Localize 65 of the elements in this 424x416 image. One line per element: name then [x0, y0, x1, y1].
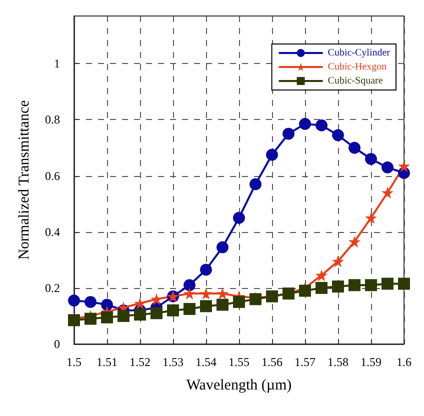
- point: [316, 269, 328, 282]
- point: [233, 296, 245, 308]
- y-tick-label: 0: [54, 337, 60, 351]
- point: [101, 298, 113, 311]
- point: [200, 288, 212, 300]
- point: [134, 297, 146, 310]
- point: [398, 278, 410, 290]
- point: [332, 280, 344, 293]
- x-tick-label: 1.59: [360, 355, 382, 369]
- point: [282, 128, 294, 140]
- point: [365, 152, 377, 165]
- x-tick-label: 1.52: [130, 355, 150, 369]
- point: [184, 302, 196, 315]
- point: [299, 284, 311, 297]
- y-tick-label: 0.8: [45, 112, 60, 127]
- y-axis-title: Normalized Transmittance: [16, 100, 32, 260]
- point: [233, 212, 245, 224]
- point: [398, 160, 410, 172]
- x-tick-label: 1.54: [196, 355, 216, 369]
- point: [299, 118, 311, 130]
- x-tick-label: 1.56: [262, 355, 282, 369]
- y-tick-label: 0.2: [45, 280, 60, 295]
- point: [382, 161, 394, 174]
- point: [84, 312, 96, 325]
- point: [167, 304, 179, 316]
- point: [382, 278, 394, 290]
- x-tick-label: 1.6: [396, 355, 412, 369]
- x-tick-label: 1.51: [96, 355, 118, 369]
- point: [348, 279, 360, 292]
- point: [250, 178, 262, 190]
- point: [101, 311, 113, 324]
- point: [216, 298, 228, 311]
- point: [216, 241, 228, 254]
- point: [118, 310, 130, 322]
- point: [382, 186, 394, 199]
- point: [365, 279, 377, 292]
- y-tick-label: 1: [54, 56, 60, 71]
- point: [134, 308, 146, 321]
- point: [68, 294, 80, 307]
- point: [332, 255, 344, 268]
- legend-label: Cubic-Hexgon: [328, 62, 387, 72]
- point: [316, 119, 328, 132]
- point: [348, 236, 360, 248]
- x-tick-label: 1.55: [228, 355, 250, 369]
- point: [184, 288, 196, 300]
- x-axis-title: Wavelength (µm): [186, 378, 292, 394]
- y-tick-label: 0.6: [45, 168, 60, 183]
- y-tick-label: 0.4: [45, 224, 60, 239]
- x-tick-label: 1.53: [162, 355, 184, 369]
- legend-label: Cubic-Square: [328, 76, 384, 86]
- x-tick-label: 1.5: [66, 355, 82, 369]
- point: [200, 264, 212, 276]
- point: [348, 142, 360, 154]
- x-tick-label: 1.58: [328, 355, 348, 369]
- legend-label: Cubic-Cylinder: [328, 48, 391, 58]
- point: [216, 288, 228, 300]
- point: [316, 282, 328, 294]
- point: [184, 279, 196, 292]
- x-tick-label: 1.57: [294, 355, 316, 369]
- point: [84, 296, 96, 308]
- point: [200, 300, 212, 312]
- point: [266, 148, 278, 161]
- point: [332, 129, 344, 142]
- point: [150, 307, 162, 320]
- point: [365, 212, 377, 224]
